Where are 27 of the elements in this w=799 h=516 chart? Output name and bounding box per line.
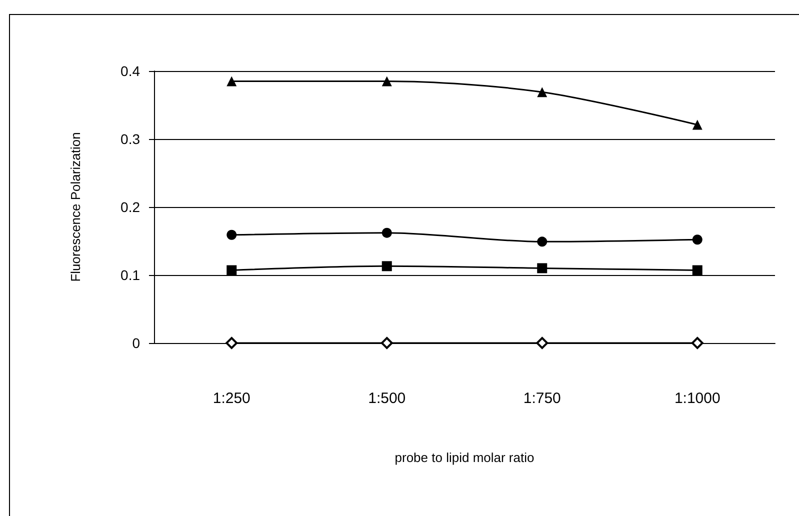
y-tick-label: 0.1 (120, 267, 140, 283)
point (537, 236, 548, 247)
point (536, 337, 548, 349)
point (382, 261, 392, 272)
y-tick-label: 0.2 (120, 199, 140, 215)
y-tick-label: 0.3 (120, 131, 140, 147)
x-axis-title: probe to lipid molar ratio (394, 450, 534, 465)
x-tick-label: 1:250 (212, 390, 250, 407)
point (537, 263, 548, 274)
point (226, 265, 237, 276)
point (691, 337, 704, 349)
y-tick-label: 0 (132, 335, 140, 351)
x-tick-label: 1:500 (368, 390, 406, 407)
y-tick-label: 0.4 (120, 63, 140, 79)
y-axis-title: Fluorescence Polarization (68, 132, 83, 282)
point (537, 87, 548, 98)
point (692, 120, 702, 130)
point (226, 337, 238, 349)
point (226, 230, 237, 240)
point (380, 337, 393, 349)
x-tick-label: 1:1000 (674, 390, 720, 407)
x-tick-label: 1:750 (523, 390, 561, 407)
point (692, 265, 702, 276)
point (382, 228, 392, 238)
point (692, 234, 702, 245)
point (226, 76, 237, 86)
point (382, 76, 392, 86)
